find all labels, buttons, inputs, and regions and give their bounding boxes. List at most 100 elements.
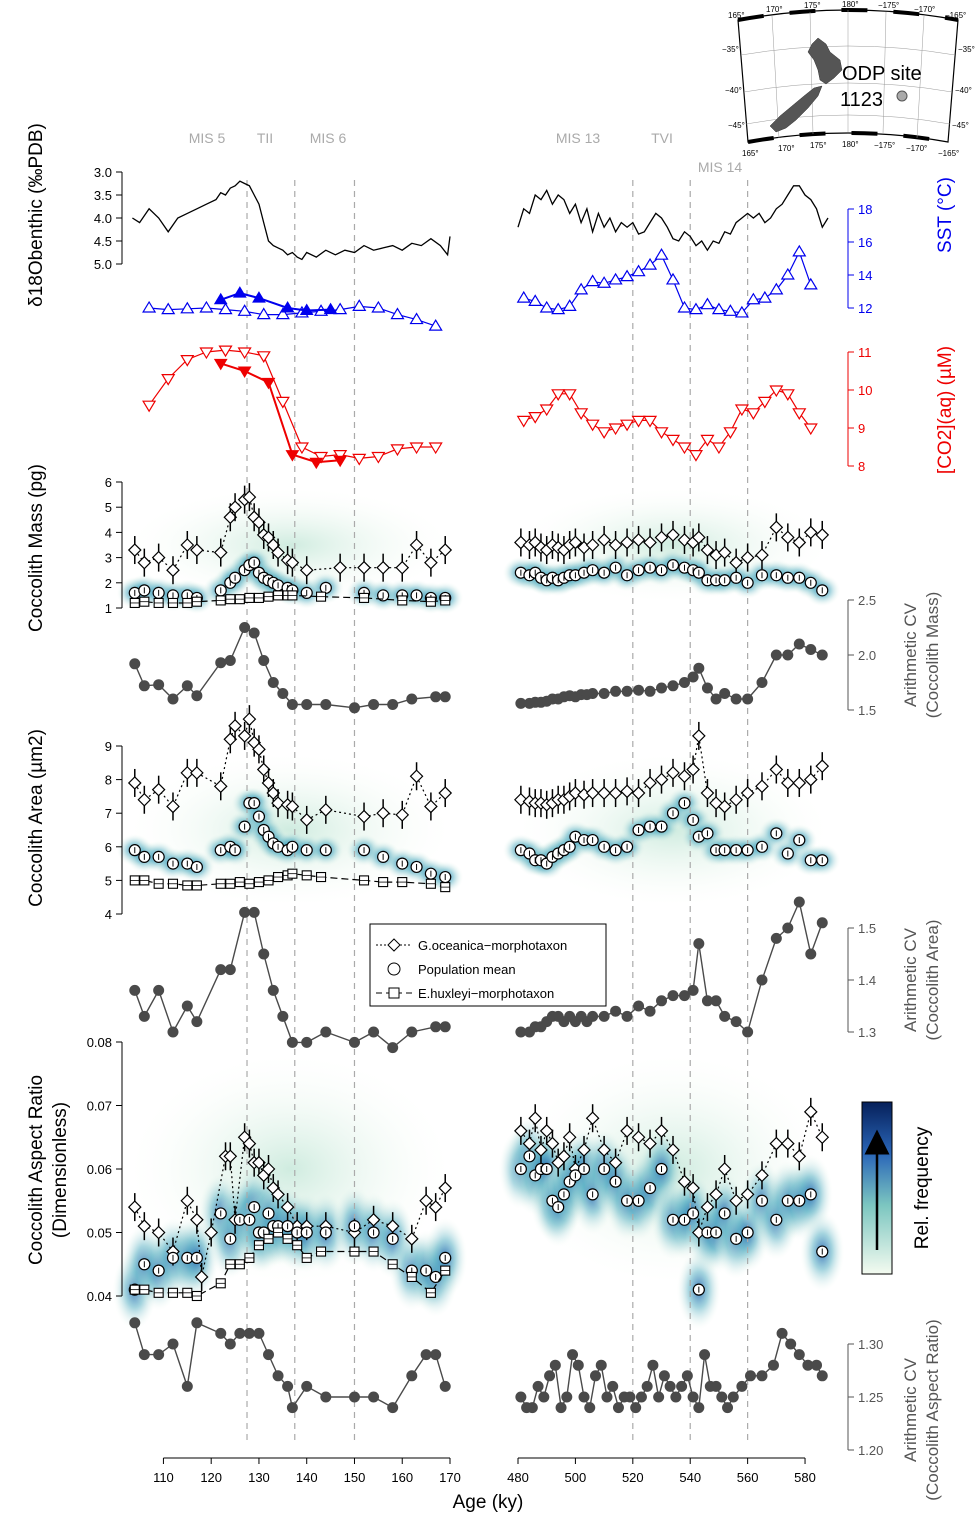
cv-marker [167,693,179,705]
triangle-marker [252,291,266,303]
cv-marker [687,671,699,683]
cv-marker [544,1370,556,1382]
diamond-marker [228,500,242,515]
cv-marker [587,688,599,699]
y-tick-label: 12 [858,301,872,316]
cv-marker [782,922,794,934]
diamond-marker [717,1162,732,1176]
diamond-marker [691,530,706,545]
x-axis-title: Age (ky) [453,1492,524,1513]
cv-marker [387,1042,399,1054]
y-tick-label: 4.5 [94,234,112,249]
legend: G.oceanica−morphotaxon Population mean E… [369,923,607,1007]
cv-marker [215,964,227,976]
circle-marker-icon [387,962,401,976]
y-tick-label: 5 [105,500,112,515]
cv-marker [641,1380,653,1392]
triangle-marker [333,302,348,315]
y-tick-label: 3.0 [94,165,112,180]
diamond-marker [166,799,180,814]
cv-marker [816,1370,828,1382]
cv-marker [224,655,236,666]
cv-marker [138,1010,150,1022]
map-bottom-border [747,131,949,144]
diamond-marker [803,525,818,540]
y-tick-label: 7 [105,806,112,821]
diamond-marker [252,515,266,530]
triangle-marker [585,274,600,287]
diamond-marker [815,528,830,542]
diamond-marker [280,1200,295,1214]
cv-marker [129,658,141,670]
diamond-marker [686,762,700,777]
cv-marker [406,1370,418,1382]
diamond-marker [528,1111,543,1126]
mis-label-tvi: TVI [651,130,673,146]
diamond-marker [792,776,807,790]
triangle-marker [213,358,228,371]
cv-marker [224,964,236,976]
x-tick-label: 520 [622,1470,644,1485]
cv-marker [320,699,332,710]
aspect-ratio-axis-title-line2: (Dimensionless) [50,1102,71,1238]
map-lon-top-5: −170° [914,5,935,14]
diamond-marker [366,1212,381,1227]
cv-marker [667,990,679,1002]
y-tick-label: 8 [858,459,865,474]
diamond-marker [597,1143,611,1157]
series-line [134,1321,446,1410]
triangle-marker [608,423,623,436]
map-lon-bottom-1: 170° [778,144,795,153]
diamond-marker [299,563,314,578]
site-map-inset: ODP site 1123 165° 170° 175° 180° −175° … [722,0,975,158]
y-tick-label: 16 [858,235,872,250]
cv-marker [710,693,722,705]
triangle-marker [142,300,157,313]
triangle-marker [642,257,658,270]
map-lon-top-6: −165° [945,11,966,20]
series-line [132,180,451,261]
cv-marker [730,693,742,705]
diamond-marker [223,510,238,525]
diamond-marker [666,766,680,780]
cv-marker [811,1359,823,1371]
diamond-marker [780,530,795,545]
cv-marker [286,1402,298,1414]
cv-marker [191,690,203,702]
y-tick-label: 2.5 [858,593,876,608]
diamond-marker [151,1225,166,1240]
triangle-marker [539,300,554,313]
y-tick-label: 2 [105,576,112,591]
triangle-marker [608,272,623,285]
ar-cv-title-line1: Arithmetic CV [901,1357,920,1462]
x-tick-label: 560 [737,1470,759,1485]
diamond-marker [252,1155,266,1170]
map-lon-bottom-4: −175° [874,141,895,150]
triangle-marker [199,300,214,313]
diamond-marker [562,1130,577,1145]
cv-marker [239,622,251,633]
series-line [134,911,446,1049]
diamond-marker [190,1212,204,1227]
y-tick-label: 0.08 [87,1035,112,1050]
cv-marker [181,1380,193,1392]
cv-marker [301,699,313,710]
x-tick-label: 130 [248,1470,270,1485]
diamond-marker [409,769,424,784]
diamond-marker [780,1136,795,1151]
cv-marker [129,984,141,996]
diamond-marker [514,792,528,807]
diamond-marker [815,1130,830,1145]
triangle-marker [299,303,314,315]
cv-marker [610,685,622,697]
cv-marker [633,684,645,696]
diamond-marker [677,769,692,784]
cv-marker [348,1391,360,1403]
series-line [149,305,436,327]
diamond-marker [271,796,285,810]
map-lon-bottom-2: 175° [810,141,827,150]
y-tick-label: 9 [105,739,112,754]
aspect-ratio-axis-title: Coccolith Aspect Ratio (Dimensionless) [26,1075,71,1265]
series-line [134,594,446,604]
